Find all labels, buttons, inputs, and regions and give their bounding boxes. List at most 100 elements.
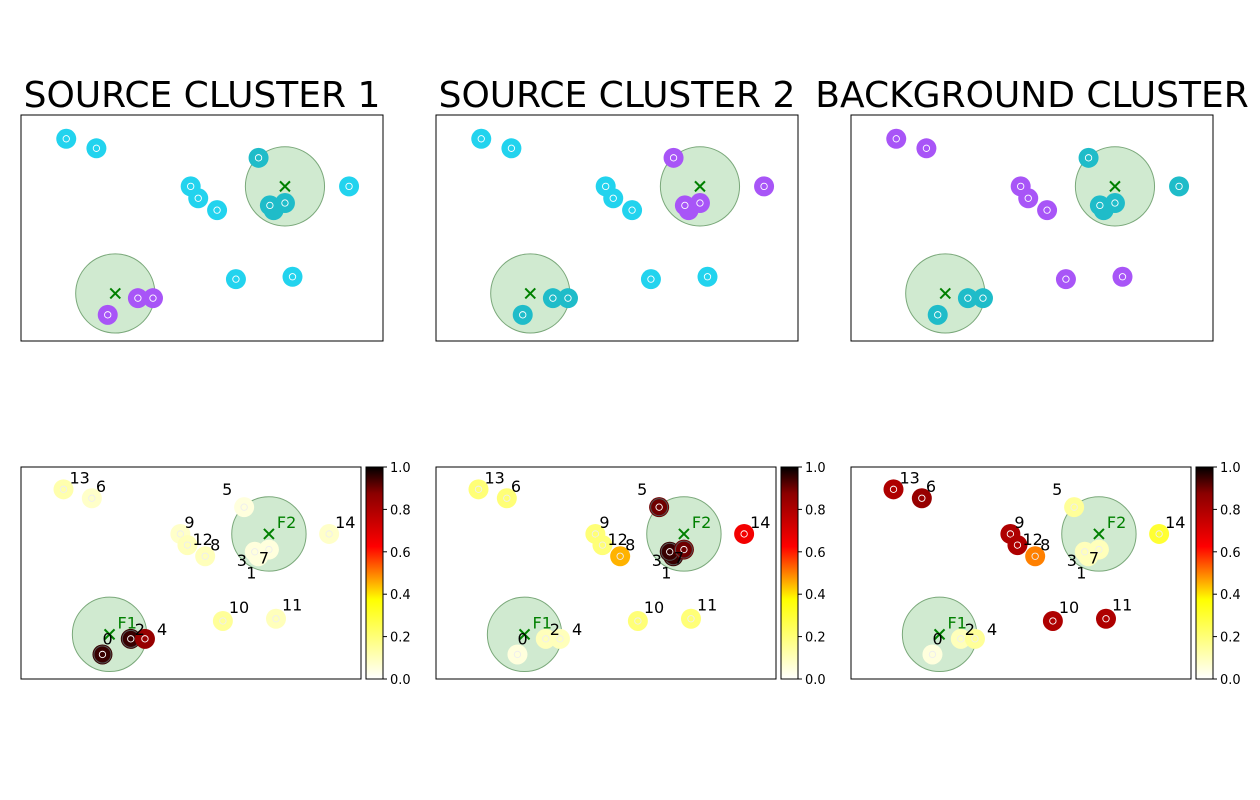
colorbar-tick-label: 0.6 <box>805 546 826 561</box>
point-label: 6 <box>96 477 106 496</box>
data-point <box>177 535 198 556</box>
data-point <box>496 488 517 509</box>
data-point <box>134 628 155 649</box>
data-point-inner-marker <box>141 635 149 643</box>
data-point <box>610 546 631 567</box>
data-point <box>1088 539 1109 560</box>
data-point <box>259 195 280 216</box>
focus-marker-F1 <box>109 287 121 300</box>
data-point <box>207 200 228 221</box>
point-label: 4 <box>157 620 167 639</box>
point-label: 0 <box>102 629 112 648</box>
data-point <box>1078 147 1099 168</box>
data-point <box>549 628 570 649</box>
point-label: 4 <box>572 620 582 639</box>
data-point-inner-marker <box>187 182 195 191</box>
focus-marker-F2 <box>279 180 291 193</box>
data-point-inner-marker <box>288 273 297 281</box>
point-label: 5 <box>222 480 232 499</box>
axes-frame <box>20 466 362 680</box>
data-point-inner-marker <box>176 530 185 538</box>
data-point <box>883 479 904 500</box>
data-point <box>1042 610 1063 631</box>
plot-inner <box>886 128 1190 334</box>
colorbar-tick-label: 1.0 <box>390 461 411 476</box>
data-point <box>1007 535 1028 556</box>
data-point-inner-marker <box>1013 541 1022 549</box>
data-point <box>97 304 118 325</box>
data-point-inner-marker <box>957 635 965 643</box>
colorbar-tick-label: 0.0 <box>1220 673 1241 688</box>
data-point-inner-marker <box>251 548 259 556</box>
data-point-inner-marker <box>281 199 289 207</box>
data-point <box>1096 608 1116 629</box>
focus-marker-F2 <box>1093 528 1105 540</box>
plot-inner <box>53 479 340 673</box>
colorbar-tick-label: 0.2 <box>805 631 826 646</box>
data-point <box>927 304 948 325</box>
point-label: 0 <box>932 629 942 648</box>
focus-marker-F1 <box>103 628 116 641</box>
axes-frame <box>435 114 799 342</box>
data-point-inner-marker <box>345 182 353 191</box>
data-point-inner-marker <box>1111 199 1119 207</box>
data-point-inner-marker <box>564 294 572 302</box>
data-point <box>911 488 932 509</box>
data-point <box>681 608 701 629</box>
data-point <box>1018 188 1039 209</box>
focus-label-F2: F2 <box>692 513 711 532</box>
data-point-inner-marker <box>1102 615 1110 623</box>
focus-label-F1: F1 <box>533 613 552 632</box>
plot-inner <box>468 479 755 673</box>
data-point-inner-marker <box>201 552 209 560</box>
data-point-inner-marker <box>1081 548 1089 556</box>
data-point-inner-marker <box>62 135 70 143</box>
focus-label-F1: F1 <box>948 613 967 632</box>
colorbar-tick-label: 0.8 <box>1220 503 1241 518</box>
data-point <box>53 479 74 500</box>
data-point <box>674 195 695 216</box>
chart-panel-3: BACKGROUND CLUSTER <box>815 75 1249 342</box>
point-label: 0 <box>517 629 527 648</box>
data-point-inner-marker <box>680 545 688 554</box>
data-point <box>557 288 578 309</box>
data-point-inner-marker <box>1049 617 1057 625</box>
data-point <box>1104 193 1125 214</box>
point-label: 1 <box>1076 563 1086 582</box>
point-label: 4 <box>987 620 997 639</box>
focus-marker-F1 <box>939 287 951 300</box>
point-label: 12 <box>1022 530 1042 549</box>
data-point-inner-marker <box>1118 273 1127 281</box>
data-point-inner-marker <box>934 311 942 319</box>
data-point-inner-marker <box>598 541 607 549</box>
data-point-inner-marker <box>266 201 274 210</box>
data-point-inner-marker <box>104 311 112 319</box>
data-point-inner-marker <box>549 294 557 302</box>
point-label: 12 <box>192 530 212 549</box>
data-point <box>972 288 993 309</box>
colorbar-tick-label: 0.2 <box>390 631 411 646</box>
point-label: 7 <box>259 549 269 568</box>
point-label: 13 <box>900 468 920 487</box>
point-label: 11 <box>282 596 302 615</box>
data-point <box>950 628 971 649</box>
data-point-ring <box>650 498 669 517</box>
data-point <box>649 497 670 518</box>
data-point <box>225 269 246 290</box>
data-point-inner-marker <box>474 485 483 493</box>
data-point-inner-marker <box>740 530 748 538</box>
data-point <box>471 128 492 149</box>
chart-title: SOURCE CLUSTER 2 <box>439 75 796 116</box>
point-label: 7 <box>1089 549 1099 568</box>
data-point-inner-marker <box>616 552 624 560</box>
point-label: 13 <box>485 468 505 487</box>
colorbar-tick-label: 0.0 <box>805 673 826 688</box>
colorbar <box>780 466 799 680</box>
point-label: 6 <box>926 477 936 496</box>
data-point-inner-marker <box>1031 552 1039 560</box>
colorbar-tick-label: 0.4 <box>805 588 826 603</box>
data-point-inner-marker <box>666 548 674 556</box>
point-label: 5 <box>637 480 647 499</box>
data-point-inner-marker <box>194 194 202 202</box>
data-point <box>266 608 286 629</box>
